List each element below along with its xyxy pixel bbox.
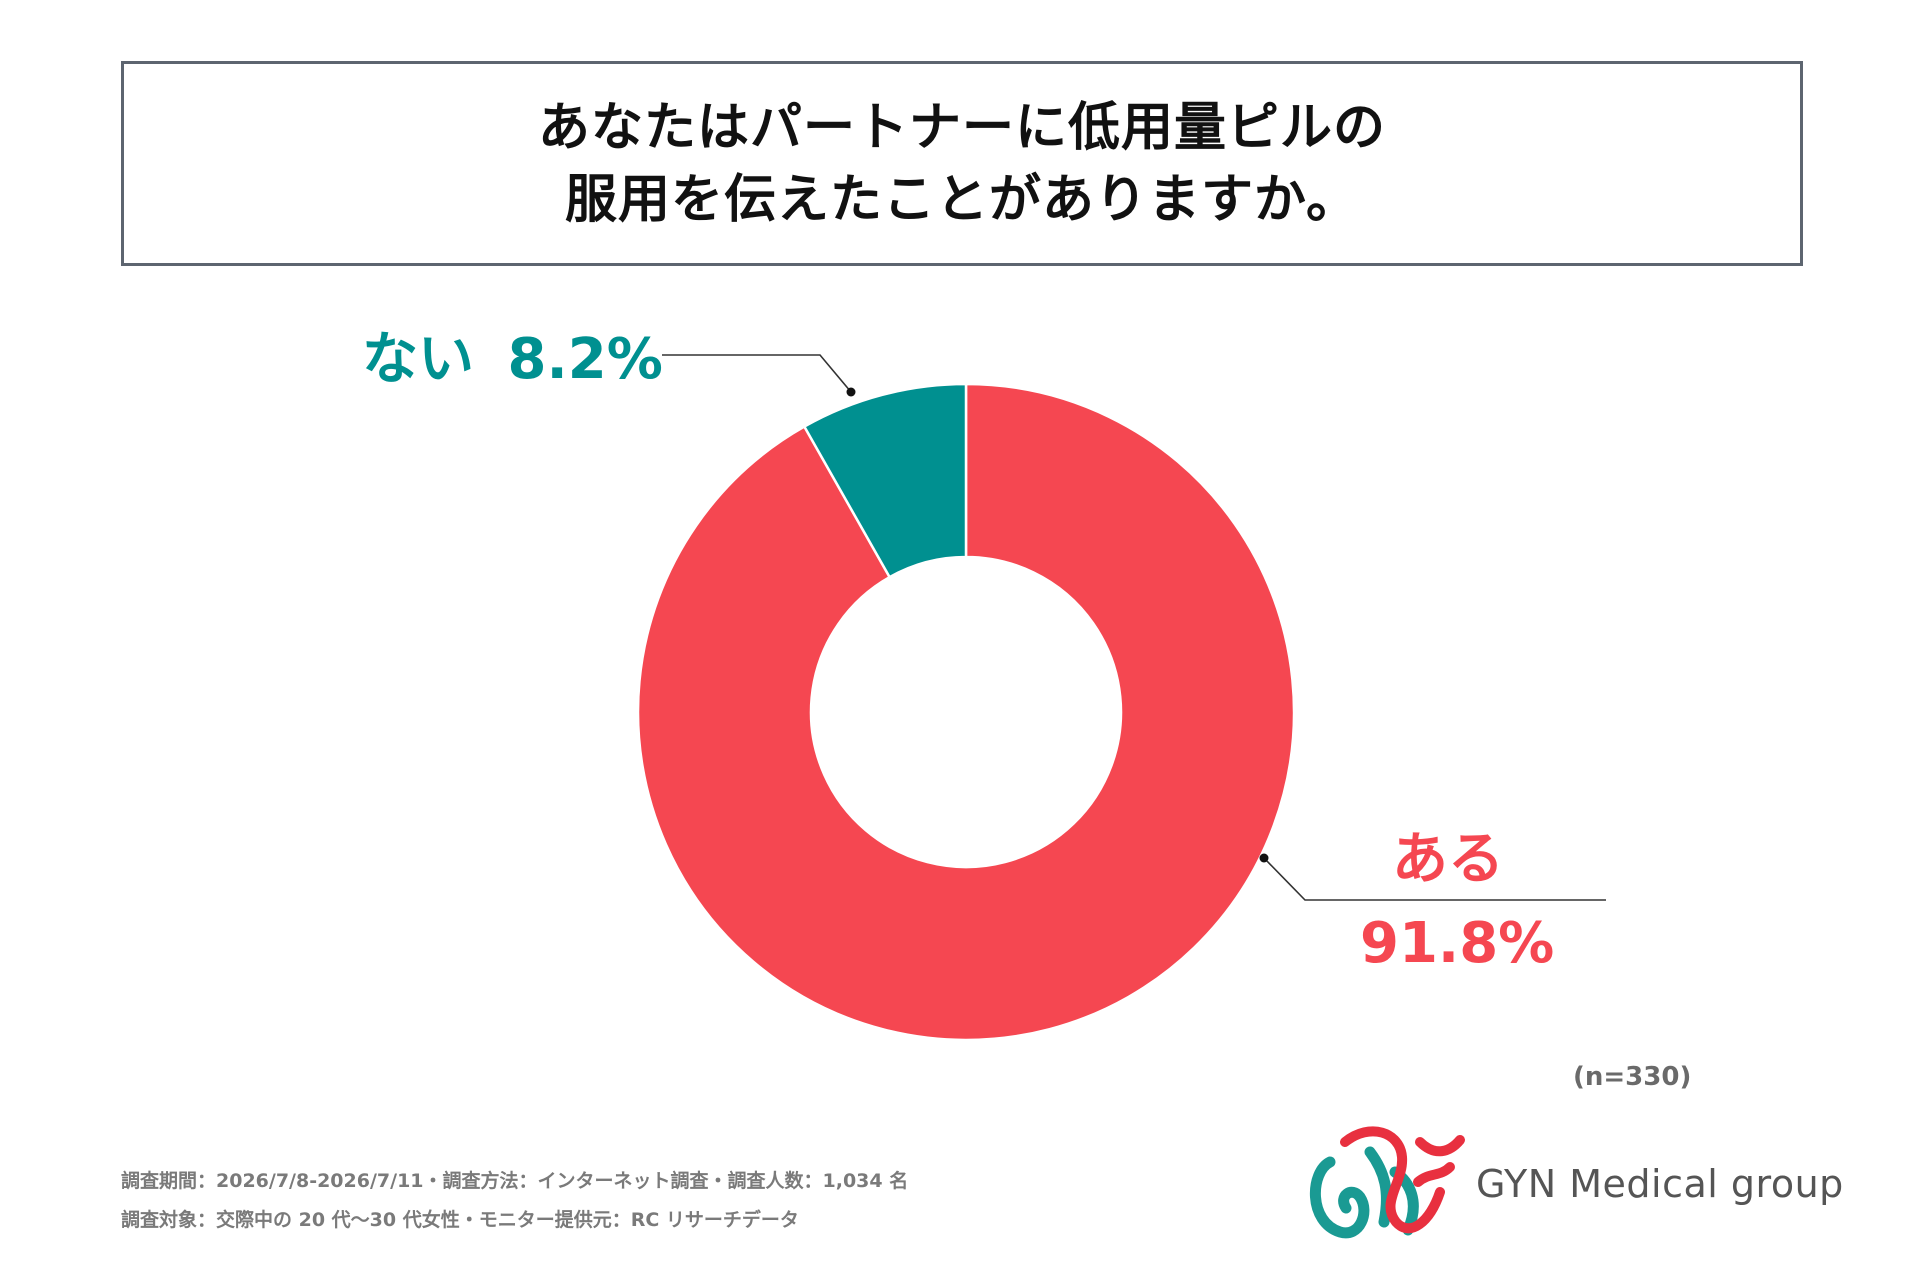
chart-title-line-2: 服用を伝えたことがありますか。 [565,169,1359,230]
donut-slice-aru [636,382,1296,1042]
slice-label-nai-percent: 8.2% [507,327,663,392]
leader-lines [662,354,1606,901]
survey-footnote-2: 調査対象：交際中の 20 代〜30 代女性・モニター提供元：RC リサーチデータ [121,1209,799,1231]
gyn-logo-icon [1309,1126,1465,1239]
logo-text: GYN Medical group [1476,1162,1844,1206]
title-box: あなたはパートナーに低用量ピルの 服用を伝えたことがありますか。 [121,61,1803,266]
slice-label-nai-category: ない [362,327,474,392]
slice-label-aru-category: ある [1392,827,1504,892]
leader-line-nai [662,354,852,393]
survey-footnote-1: 調査期間：2026/7/8-2026/7/11・調査方法：インターネット調査・調… [121,1170,909,1192]
donut-slice-nai [802,382,968,579]
sample-size: (n=330) [1573,1062,1692,1092]
leader-line-aru [1263,857,1606,901]
leader-dot-aru [1259,853,1269,863]
logo-stroke-red [1340,1126,1465,1234]
chart-title-line-1: あなたはパートナーに低用量ピルの [537,97,1386,158]
slice-label-nai: ない 8.2% [362,332,663,388]
slice-label-aru-percent: 91.8% [1360,911,1555,976]
leader-dot-nai [846,387,856,397]
